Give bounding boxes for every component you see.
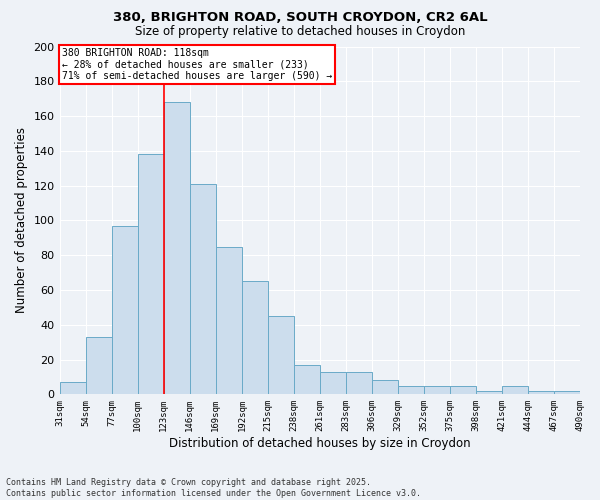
Bar	[502, 386, 529, 394]
Bar	[86, 337, 112, 394]
Bar	[320, 372, 346, 394]
Bar	[529, 391, 554, 394]
Y-axis label: Number of detached properties: Number of detached properties	[15, 128, 28, 314]
Bar	[476, 391, 502, 394]
Text: 380 BRIGHTON ROAD: 118sqm
← 28% of detached houses are smaller (233)
71% of semi: 380 BRIGHTON ROAD: 118sqm ← 28% of detac…	[62, 48, 332, 82]
Bar	[216, 246, 242, 394]
Text: Size of property relative to detached houses in Croydon: Size of property relative to detached ho…	[135, 25, 465, 38]
Bar	[372, 380, 398, 394]
Bar	[398, 386, 424, 394]
Bar	[554, 391, 581, 394]
Text: 380, BRIGHTON ROAD, SOUTH CROYDON, CR2 6AL: 380, BRIGHTON ROAD, SOUTH CROYDON, CR2 6…	[113, 11, 487, 24]
Bar	[242, 282, 268, 395]
Bar	[450, 386, 476, 394]
X-axis label: Distribution of detached houses by size in Croydon: Distribution of detached houses by size …	[169, 437, 471, 450]
Bar	[268, 316, 294, 394]
Bar	[137, 154, 164, 394]
Bar	[424, 386, 450, 394]
Text: Contains HM Land Registry data © Crown copyright and database right 2025.
Contai: Contains HM Land Registry data © Crown c…	[6, 478, 421, 498]
Bar	[112, 226, 137, 394]
Bar	[190, 184, 216, 394]
Bar	[294, 365, 320, 394]
Bar	[59, 382, 86, 394]
Bar	[164, 102, 190, 395]
Bar	[346, 372, 372, 394]
